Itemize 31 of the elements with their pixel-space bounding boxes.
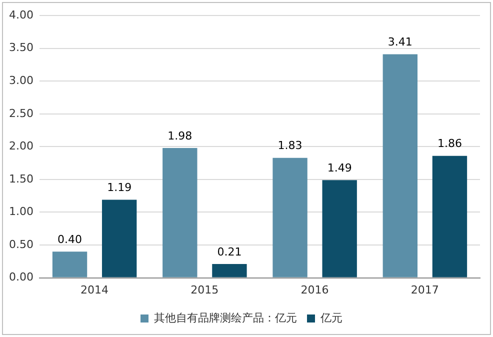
x-tick-label: 2017 <box>410 283 439 296</box>
bar <box>432 156 468 278</box>
bar <box>102 200 137 278</box>
x-tick-label: 2015 <box>190 283 219 296</box>
x-tick-label: 2014 <box>80 283 109 296</box>
data-label: 1.49 <box>327 161 352 174</box>
data-label: 1.83 <box>278 139 302 152</box>
bar <box>272 158 308 278</box>
data-label: 1.86 <box>437 137 462 150</box>
y-tick-label: 2.50 <box>8 106 34 120</box>
y-tick-label: 4.00 <box>8 8 34 22</box>
x-tick-label: 2016 <box>300 283 329 296</box>
y-tick-label: 2.00 <box>8 140 34 153</box>
y-tick-label: 3.50 <box>8 41 34 54</box>
y-tick-label: 3.00 <box>8 74 34 88</box>
y-tick-label: 0.50 <box>8 238 34 251</box>
bar <box>212 264 247 278</box>
y-tick-label: 0.00 <box>8 270 34 284</box>
data-label: 1.98 <box>168 129 192 142</box>
legend-label: 其他自有品牌测绘产品：亿元 <box>154 311 297 324</box>
y-tick-label: 1.00 <box>8 205 34 218</box>
bar <box>322 180 357 278</box>
legend-label: 亿元 <box>320 311 342 324</box>
data-label: 3.41 <box>388 36 412 49</box>
y-tick-label: 1.50 <box>8 172 34 186</box>
bar <box>382 54 418 278</box>
bar <box>162 148 198 278</box>
data-label: 0.40 <box>58 232 82 246</box>
data-label: 0.21 <box>217 245 242 258</box>
data-label: 1.19 <box>107 181 132 194</box>
bar <box>52 252 88 278</box>
